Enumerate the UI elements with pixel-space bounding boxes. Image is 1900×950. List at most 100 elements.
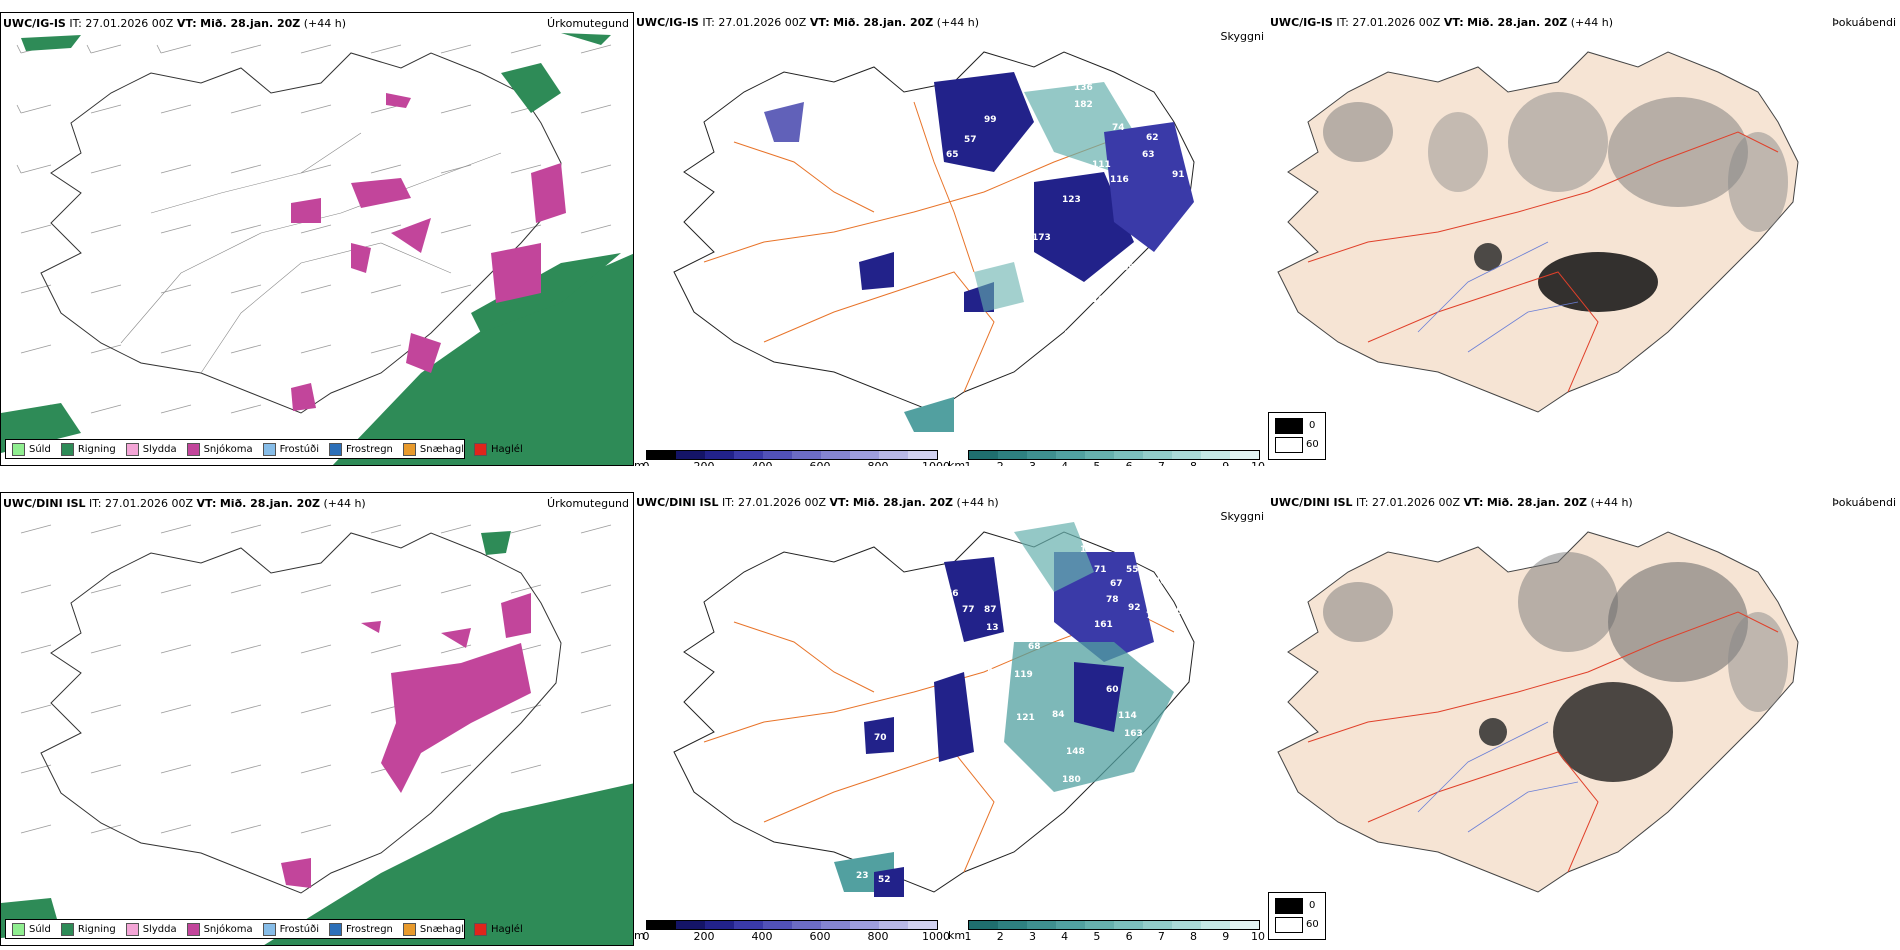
panel-header: UWC/DINI ISL IT: 27.01.2026 00Z VT: Mið.… [3, 497, 366, 510]
visibility-map-top: 136 182 74 62 63 65 57 99 91 78 106 123 … [673, 51, 1205, 432]
colorbar-swatch [1056, 921, 1085, 929]
precip-type-legend: Súld Rigning Slydda Snjókoma Frostúði Fr… [5, 439, 523, 459]
vis-label: 63 [1142, 150, 1155, 160]
vis-label: 71 [1094, 565, 1107, 575]
vis-label: 91 [1172, 170, 1185, 180]
legend-item: Snjókoma [186, 442, 253, 456]
vis-label: 74 [1112, 123, 1125, 133]
visibility-panel-top: 136 182 74 62 63 65 57 99 91 78 106 123 … [634, 12, 1268, 466]
fog-map-top [1277, 51, 1799, 413]
colorbar-swatch [734, 921, 763, 929]
visibility-panel-bottom: 151 71 55 67 46 66 77 87 13 78 75 54 92 … [634, 492, 1268, 946]
colorbar-tick-label: 10 [1251, 930, 1265, 943]
colorbar-tick-label: 0 [643, 460, 650, 466]
fog-rivers [1417, 721, 1579, 833]
vis-label: 123 [1062, 195, 1081, 205]
colorbar-tick-label: 6 [1126, 460, 1133, 466]
vis-label: 151 [1080, 545, 1099, 555]
legend-item: Súld [12, 442, 51, 456]
legend-item: Slydda [125, 922, 177, 936]
vis-label: 173 [1032, 233, 1051, 243]
legend-item: Frostúði [262, 442, 319, 456]
vis-label: 78 [1106, 595, 1119, 605]
colorbar-swatch [969, 451, 998, 459]
legend-item: Haglél [474, 442, 523, 456]
colorbar-tick-label: 4 [1061, 460, 1068, 466]
vis-label: 91 [979, 175, 992, 185]
vis-label: 92 [1128, 603, 1141, 613]
vis-label: 182 [1074, 100, 1093, 110]
colorbar-tick-label: 400 [751, 930, 773, 943]
colorbar-tick-label: 200 [693, 930, 715, 943]
fog-legend: 0 60 [1268, 892, 1326, 940]
colorbar-swatch [1201, 451, 1230, 459]
legend-item: Snæhagl [402, 442, 464, 456]
colorbar-tick-label: 7 [1158, 460, 1165, 466]
legend-item: Snæhagl [402, 922, 464, 936]
fog-shading [1323, 552, 1788, 782]
fog-roads [1307, 611, 1779, 873]
colorbar-swatch [850, 921, 879, 929]
colorbar-tick-label: 9 [1222, 930, 1230, 943]
fog-panel-bottom: UWC/DINI ISL IT: 27.01.2026 00Z VT: Mið.… [1268, 492, 1900, 946]
fog-rivers [1417, 241, 1579, 353]
colorbar-swatch [1143, 451, 1172, 459]
colorbar-tick-label: 10 [1251, 460, 1265, 466]
colorbar-tick-label: 7 [1157, 930, 1165, 943]
vis-label: 136 [1074, 83, 1093, 93]
colorbar-swatch [908, 451, 937, 459]
legend-item: Frostregn [329, 442, 393, 456]
colorbar-swatch [879, 451, 908, 459]
legend-item: Frostregn [329, 922, 393, 936]
panel-header: UWC/IG-IS IT: 27.01.2026 00Z VT: Mið. 28… [3, 17, 347, 30]
fog-map-bottom [1277, 531, 1799, 893]
vis-label: 111 [1092, 160, 1111, 170]
vis-label: 101 [1024, 265, 1043, 275]
panel-header: UWC/DINI ISL IT: 27.01.2026 00Z VT: Mið.… [1270, 496, 1633, 509]
vis-label: 57 [964, 135, 977, 145]
panel-title: Skyggni [1220, 510, 1264, 523]
colorbar-swatch [792, 451, 821, 459]
colorbar-tick-label: 3 [1029, 460, 1036, 466]
vis-label: 55 [1126, 565, 1139, 575]
colorbar-swatch [850, 451, 879, 459]
vis-label: 581 [987, 668, 1006, 678]
legend-item: Súld [12, 922, 51, 936]
vis-label: 54 [1176, 607, 1189, 617]
panel-header: UWC/IG-IS IT: 27.01.2026 00Z VT: Mið. 28… [1270, 16, 1614, 29]
vis-label: 75 [871, 248, 884, 258]
vis-label: 84 [1052, 710, 1065, 720]
colorbar-tick-label: 9 [1222, 460, 1229, 466]
colorbar-tick-label: 1000 [922, 930, 950, 943]
colorbar-tick-label: 5 [1093, 930, 1101, 943]
vis-label: 107 [1092, 295, 1111, 305]
vis-label: 67 [1110, 579, 1123, 589]
vis-label: 148 [1066, 747, 1085, 757]
vis-label: 23 [856, 871, 869, 881]
colorbar-tick-label: 8 [1190, 460, 1197, 466]
vis-label: 46 [1154, 577, 1167, 587]
legend-item: Haglél [474, 922, 523, 936]
vis-label: 62 [1146, 133, 1159, 143]
colorbar-tick-label: 4 [1061, 930, 1069, 943]
vis-label: 119 [1014, 670, 1033, 680]
colorbar-swatch [879, 921, 908, 929]
vis-label: 52 [878, 875, 891, 885]
colorbar-swatch [1114, 451, 1143, 459]
panel-header: UWC/DINI ISL IT: 27.01.2026 00Z VT: Mið.… [636, 496, 999, 509]
colorbar-swatch [969, 921, 998, 929]
colorbar-tick-label: 200 [694, 460, 715, 466]
colorbar-swatch [763, 921, 792, 929]
colorbar-swatch [1056, 451, 1085, 459]
vis-label: 29 [1142, 288, 1155, 298]
legend-item: Rigning [60, 922, 116, 936]
colorbar-swatch [998, 451, 1027, 459]
panel-header: UWC/IG-IS IT: 27.01.2026 00Z VT: Mið. 28… [636, 16, 980, 29]
legend-item: Rigning [60, 442, 116, 456]
colorbar-swatch [676, 921, 705, 929]
vis-label: 60 [1106, 685, 1119, 695]
colorbar-tick-label: 3 [1028, 930, 1036, 943]
colorbar-swatch [676, 451, 705, 459]
colorbar-tick-label: 8 [1190, 930, 1198, 943]
